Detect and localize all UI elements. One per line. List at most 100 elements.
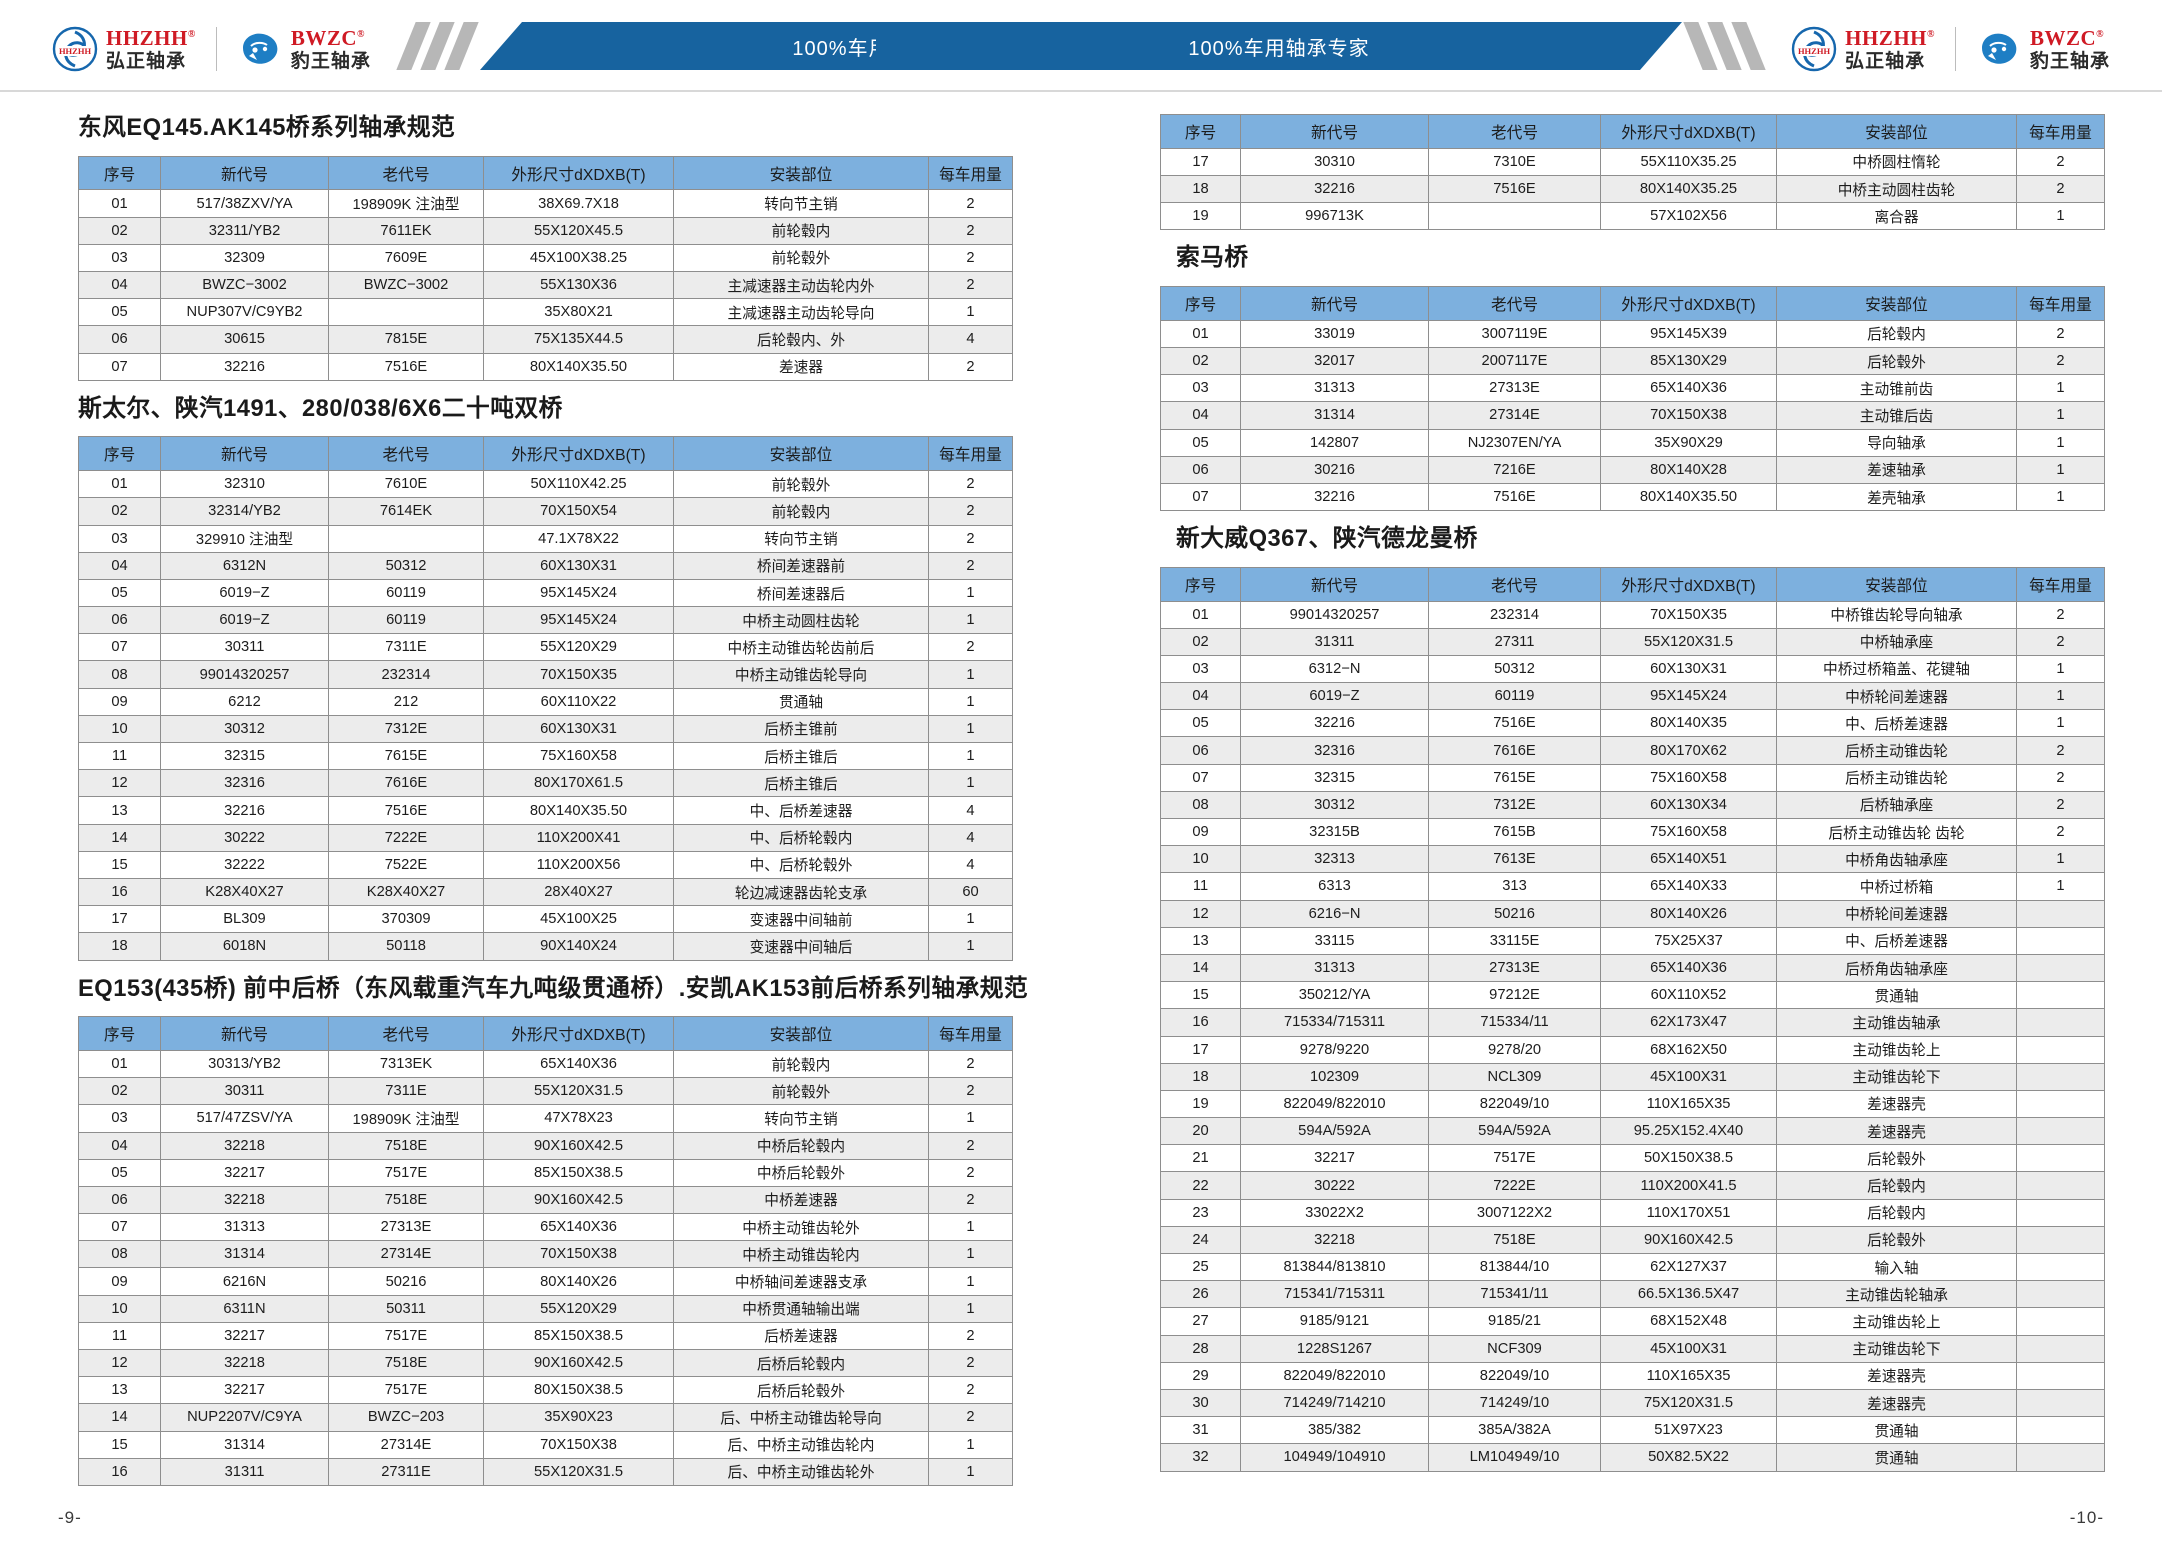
cell-4: 后轮毂内 — [1776, 1198, 2017, 1227]
cell-3: 50X150X38.5 — [1600, 1144, 1777, 1173]
cell-3: 35X80X21 — [483, 298, 674, 327]
cell-1: 33022X2 — [1240, 1198, 1429, 1227]
cell-2: 7313EK — [328, 1049, 484, 1079]
cell-2: 7222E — [1428, 1171, 1601, 1200]
cell-1: 822049/822010 — [1240, 1089, 1429, 1119]
column-header-5: 每车用量 — [2016, 114, 2105, 149]
column-header-4: 安装部位 — [673, 155, 929, 191]
cell-1: 385/382 — [1240, 1416, 1429, 1445]
cell-1: 32310 — [160, 470, 329, 499]
cell-1: 715341/715311 — [1240, 1280, 1429, 1309]
cell-5: 1 — [2016, 872, 2105, 901]
cell-5 — [2016, 1225, 2105, 1255]
cell-1: 32315B — [1240, 818, 1429, 847]
cell-0: 11 — [78, 1321, 161, 1351]
cell-0: 19 — [1160, 202, 1241, 231]
cell-2: 385A/382A — [1428, 1416, 1601, 1445]
cell-5 — [2016, 1253, 2105, 1282]
cell-4: 中桥轴间差速器支承 — [673, 1267, 929, 1296]
cell-3: 50X82.5X22 — [1600, 1443, 1777, 1472]
cell-0: 32 — [1160, 1443, 1241, 1472]
cell-4: 后、中桥主动锥齿轮外 — [673, 1457, 929, 1486]
column-header-2: 老代号 — [328, 1016, 484, 1051]
cell-1: K28X40X27 — [160, 877, 329, 907]
table-row: 07 30311 7311E 55X120X29 中桥主动锥齿轮齿前后 2 — [78, 633, 1013, 662]
cell-2: 33115E — [1428, 926, 1601, 955]
cell-4: 中、后桥轮毂外 — [673, 850, 929, 879]
column-header-1: 新代号 — [1240, 566, 1429, 602]
cell-0: 26 — [1160, 1280, 1241, 1309]
cell-1: 32217 — [160, 1376, 329, 1405]
cell-3: 65X140X36 — [1600, 374, 1777, 403]
cell-1: 31313 — [160, 1213, 329, 1242]
table-row: 01 99014320257 232314 70X150X35 中桥锥齿轮导向轴承 2 — [1160, 600, 2105, 629]
cell-3: 55X130X36 — [483, 270, 674, 300]
cell-2: 7516E — [1428, 174, 1601, 204]
cell-4: 后桥主动锥齿轮 齿轮 — [1776, 818, 2017, 847]
cell-0: 13 — [1160, 926, 1241, 955]
cell-3: 60X130X34 — [1600, 790, 1777, 820]
cell-2: 60119 — [1428, 682, 1601, 711]
cell-5 — [2016, 1307, 2105, 1336]
cell-4: 后桥主动锥齿轮 — [1776, 736, 2017, 765]
cell-1: 6212 — [160, 687, 329, 716]
cell-4: 中桥后轮毂外 — [673, 1158, 929, 1187]
cell-1: 31314 — [1240, 401, 1429, 430]
cell-1: 6216N — [160, 1267, 329, 1296]
cell-3: 55X120X29 — [483, 1294, 674, 1323]
cell-1: 32315 — [1240, 763, 1429, 792]
cell-3: 45X100X31 — [1600, 1334, 1777, 1363]
table-row: 11 6313 313 65X140X33 中桥过桥箱 1 — [1160, 872, 2105, 901]
cell-5: 1 — [928, 660, 1013, 689]
table-row: 02 31311 27311 55X120X31.5 中桥轴承座 2 — [1160, 627, 2105, 656]
cell-0: 07 — [78, 633, 161, 662]
cell-5: 2 — [928, 1077, 1013, 1106]
cell-4: 中桥轮间差速器 — [1776, 899, 2017, 928]
cell-5: 1 — [928, 1457, 1013, 1486]
cell-2: 9185/21 — [1428, 1307, 1601, 1336]
cell-4: 后桥主锥后 — [673, 769, 929, 798]
cell-1: 32017 — [1240, 346, 1429, 376]
cell-3: 60X130X31 — [483, 551, 674, 580]
cell-1: 6312−N — [1240, 654, 1429, 684]
cell-4: 中桥主动圆柱齿轮 — [1776, 174, 2017, 204]
cell-3: 65X140X51 — [1600, 845, 1777, 874]
cell-4: 差速器 — [673, 352, 929, 381]
cell-4: 后轮毂外 — [1776, 346, 2017, 376]
column-header-4: 安装部位 — [1776, 566, 2017, 602]
column-header-0: 序号 — [78, 155, 161, 191]
cell-1: 996713K — [1240, 202, 1429, 231]
cell-1: 6311N — [160, 1294, 329, 1323]
brand-bwzc-text: BWZC® 豹王轴承 — [291, 27, 371, 71]
table-row: 13 32216 7516E 80X140X35.50 中、后桥差速器 4 — [78, 796, 1013, 825]
table-row: 15 350212/YA 97212E 60X110X52 贯通轴 — [1160, 981, 2105, 1010]
cell-0: 01 — [78, 470, 161, 499]
cell-3: 55X120X29 — [483, 633, 674, 662]
table-row: 10 32313 7613E 65X140X51 中桥角齿轴承座 1 — [1160, 845, 2105, 874]
table-row: 11 32315 7615E 75X160X58 后桥主锥后 1 — [78, 742, 1013, 771]
cell-1: 30311 — [160, 633, 329, 662]
cell-4: 变速器中间轴后 — [673, 932, 929, 961]
cell-0: 10 — [78, 1294, 161, 1323]
cell-4: 中桥差速器 — [673, 1185, 929, 1215]
table-row: 09 6216N 50216 80X140X26 中桥轴间差速器支承 1 — [78, 1267, 1013, 1296]
cell-2: 7615B — [1428, 818, 1601, 847]
spec-table-xindawei: 序号 新代号 老代号 外形尺寸dXDXB(T) 安装部位 每车用量 01 9901432025… — [1160, 566, 2105, 1472]
table-row: 20 594A/592A 594A/592A 95.25X152.4X40 差速器壳 — [1160, 1117, 2105, 1146]
cell-2: 7517E — [328, 1321, 484, 1351]
cell-2: 50216 — [1428, 899, 1601, 928]
cell-2: 715341/11 — [1428, 1280, 1601, 1309]
cell-4: 后轮毂内 — [1776, 319, 2017, 348]
column-header-3: 外形尺寸dXDXB(T) — [483, 155, 674, 191]
cell-1: 104949/104910 — [1240, 1443, 1429, 1472]
cell-1: 32222 — [160, 850, 329, 879]
table-header-row: 序号 新代号 老代号 外形尺寸dXDXB(T) 安装部位 每车用量 — [78, 1016, 1013, 1051]
cell-5: 2 — [2016, 763, 2105, 792]
cell-4: 主减速器主动齿轮内外 — [673, 270, 929, 300]
cell-3: 45X100X38.25 — [483, 243, 674, 272]
cell-0: 19 — [1160, 1089, 1241, 1119]
cell-0: 18 — [1160, 1062, 1241, 1091]
cell-4: 主动锥齿轮下 — [1776, 1334, 2017, 1363]
cell-4: 转向节主销 — [673, 189, 929, 218]
table-row: 12 32316 7616E 80X170X61.5 后桥主锥后 1 — [78, 769, 1013, 798]
